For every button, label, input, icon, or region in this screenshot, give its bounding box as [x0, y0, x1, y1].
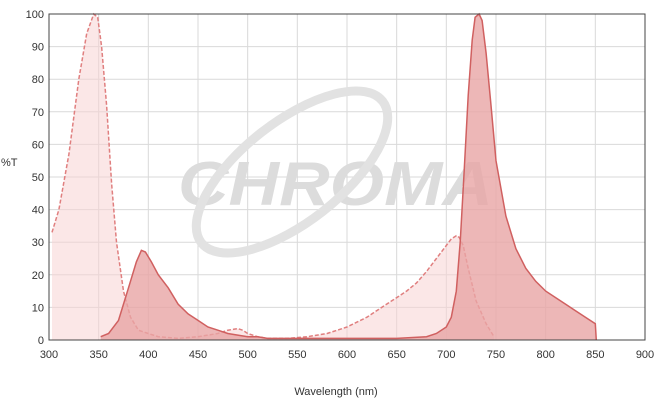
- series-1-area: [52, 14, 494, 340]
- y-tick-label: 40: [32, 205, 44, 217]
- x-tick-label: 900: [636, 349, 654, 361]
- x-tick-label: 600: [338, 349, 356, 361]
- y-tick-label: 60: [32, 139, 44, 151]
- series-2-line: [100, 12, 598, 341]
- series-2-area: [100, 14, 597, 340]
- y-tick-label: 30: [32, 237, 44, 249]
- x-tick-label: 400: [139, 349, 157, 361]
- y-tick-label: 90: [32, 42, 44, 54]
- x-tick-label: 500: [238, 349, 256, 361]
- series-group: [51, 12, 598, 341]
- y-tick-labels: 0 10 20 30 40 50 60 70 80 90 100: [26, 9, 44, 347]
- x-tick-label: 450: [189, 349, 207, 361]
- y-tick-label: 100: [26, 9, 44, 21]
- watermark-ring: [191, 86, 393, 258]
- x-tick-label: 300: [40, 349, 58, 361]
- y-tick-label: 20: [32, 270, 44, 282]
- x-tick-label: 750: [487, 349, 505, 361]
- x-tick-label: 650: [387, 349, 405, 361]
- y-tick-label: 10: [32, 302, 44, 314]
- y-axis-label: %T: [1, 157, 18, 169]
- y-tick-label: 0: [38, 335, 44, 347]
- plot-frame: [48, 13, 646, 341]
- x-tick-label: 700: [437, 349, 455, 361]
- series-1-line: [51, 12, 495, 340]
- x-tick-label: 350: [89, 349, 107, 361]
- y-tick-label: 50: [32, 172, 44, 184]
- x-tick-labels: 300 350 400 450 500 550 600 650 700 750 800 850 900: [40, 349, 654, 361]
- y-tick-label: 70: [32, 107, 44, 119]
- watermark-swoosh: [191, 86, 393, 258]
- x-axis-label: Wavelength (nm): [294, 386, 377, 398]
- x-tick-label: 550: [288, 349, 306, 361]
- x-tick-label: 800: [536, 349, 554, 361]
- x-tick-label: 850: [586, 349, 604, 361]
- y-tick-label: 80: [32, 74, 44, 86]
